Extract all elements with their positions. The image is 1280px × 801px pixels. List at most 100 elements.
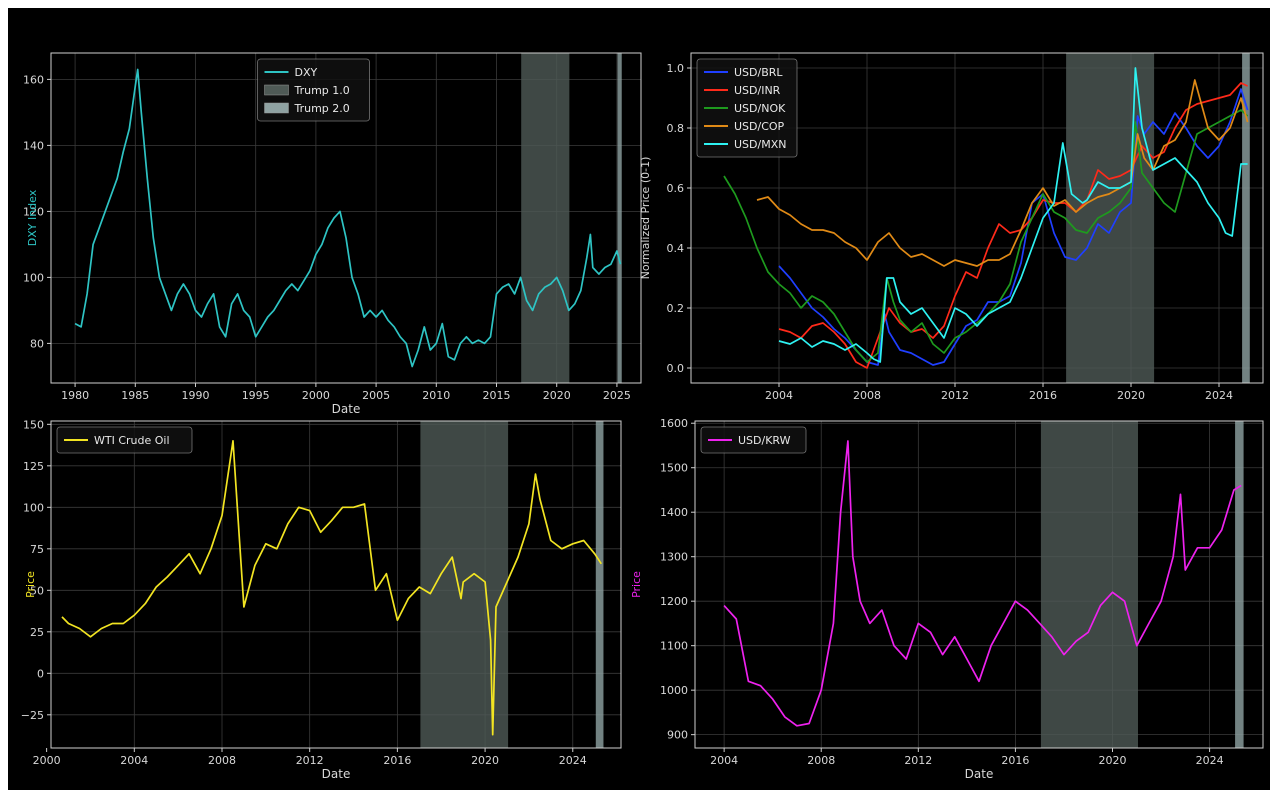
y-axis-label: Normalized Price (0-1)	[639, 157, 652, 280]
y-tick-label: 0.0	[667, 362, 685, 375]
y-tick-label: 1200	[660, 595, 688, 608]
y-tick-label: 160	[23, 73, 44, 86]
chart-wti: 2000 2004 2008 2012 2016 2020 2024 −25 0 25 50 75 10…	[21, 418, 622, 781]
shaded-region-trump-2-0	[1235, 421, 1244, 748]
figure-canvas: 1980 1985 1990 1995 2000 2005 2010 2015 2020 2025…	[8, 8, 1270, 790]
y-tick-label: 0.2	[667, 302, 685, 315]
x-axis-label: Date	[332, 402, 361, 416]
chart-dxy: 1980 1985 1990 1995 2000 2005 2010 2015 2020 2025…	[23, 52, 642, 416]
y-tick-label: 1300	[660, 551, 688, 564]
shaded-region-trump-1-0	[1066, 53, 1155, 383]
x-tick-label: 2024	[1205, 389, 1233, 402]
y-axis-label: DXY Index	[26, 189, 39, 246]
x-tick-label: 2012	[904, 754, 932, 767]
y-tick-label: 0.8	[667, 122, 685, 135]
x-tick-label: 1985	[121, 389, 149, 402]
shaded-region-trump-1-0	[1040, 421, 1138, 748]
x-tick-label: 2020	[471, 754, 499, 767]
legend-label: WTI Crude Oil	[94, 434, 170, 447]
y-tick-label: 900	[667, 729, 688, 742]
x-tick-label: 2020	[1117, 389, 1145, 402]
y-tick-label: 75	[30, 543, 44, 556]
y-tick-label: 125	[23, 460, 44, 473]
y-tick-label: 0.4	[667, 242, 685, 255]
x-tick-label: 2016	[1029, 389, 1057, 402]
y-tick-label: 1100	[660, 640, 688, 653]
y-tick-label: 0.6	[667, 182, 685, 195]
x-tick-label: 2008	[208, 754, 236, 767]
legend-box	[696, 58, 798, 158]
legend-label: USD/NOK	[734, 102, 786, 115]
x-tick-label: 2010	[422, 389, 450, 402]
y-tick-label: 100	[23, 271, 44, 284]
x-tick-label: 2025	[603, 389, 631, 402]
legend-swatch	[264, 102, 289, 114]
x-tick-label: 2004	[120, 754, 148, 767]
x-tick-label: 1980	[61, 389, 89, 402]
x-tick-label: 2015	[483, 389, 511, 402]
y-tick-label: 50	[30, 584, 44, 597]
y-tick-label: 1000	[660, 684, 688, 697]
x-tick-label: 2020	[1099, 754, 1127, 767]
legend-label: USD/MXN	[734, 138, 786, 151]
x-tick-label: 2000	[302, 389, 330, 402]
y-tick-label: 0	[37, 667, 44, 680]
series-line-dxy	[74, 68, 622, 368]
x-tick-label: 2008	[853, 389, 881, 402]
series-line-usd-cop	[756, 79, 1249, 267]
y-tick-label: 120	[23, 205, 44, 218]
x-axis-label: Date	[965, 767, 994, 781]
x-tick-label: 2005	[362, 389, 390, 402]
x-tick-label: 2000	[33, 754, 61, 767]
y-tick-label: −25	[21, 709, 44, 722]
x-tick-label: 2024	[1196, 754, 1224, 767]
legend-label: Trump 1.0	[294, 84, 350, 97]
x-tick-label: 2008	[807, 754, 835, 767]
legend: USD/KRW	[700, 426, 807, 454]
legend-label: USD/COP	[734, 120, 785, 133]
chart-krw: 2004 2008 2012 2016 2020 2024 900 1000 1100 1200 1…	[630, 417, 1264, 781]
x-axis-label: Date	[322, 767, 351, 781]
y-tick-label: 80	[30, 337, 44, 350]
legend-label: USD/INR	[734, 84, 781, 97]
legend: WTI Crude Oil	[56, 426, 193, 454]
legend-label: USD/KRW	[738, 434, 791, 447]
shaded-region-trump-1-0	[521, 53, 570, 383]
x-tick-label: 2004	[710, 754, 738, 767]
x-tick-label: 2012	[941, 389, 969, 402]
series-line-usd-nok	[723, 109, 1249, 363]
chart-em_fx: 2004 2008 2012 2016 2020 2024 0.0 0.2 0.4 0.6 0.8 1…	[639, 52, 1264, 402]
y-tick-label: 140	[23, 139, 44, 152]
shaded-region-trump-2-0	[595, 421, 604, 748]
legend-swatch	[264, 84, 289, 96]
x-tick-label: 2016	[383, 754, 411, 767]
series-line-usd-mxn	[778, 67, 1248, 363]
legend: DXY Trump 1.0 Trump 2.0	[257, 58, 370, 122]
legend-box	[56, 426, 193, 454]
y-tick-label: 1500	[660, 462, 688, 475]
shaded-region-trump-2-0	[1242, 53, 1250, 383]
series-line-usd-brl	[778, 88, 1249, 366]
axes-frame	[690, 52, 1264, 384]
y-axis-label: Price	[630, 571, 643, 598]
legend-label: Trump 2.0	[294, 102, 350, 115]
x-tick-label: 2020	[543, 389, 571, 402]
series-line-usd-inr	[778, 82, 1248, 369]
y-tick-label: 1600	[660, 417, 688, 430]
axes-frame	[50, 420, 622, 749]
x-tick-label: 2012	[296, 754, 324, 767]
series-line-usd-krw	[723, 440, 1242, 727]
legend-box	[700, 426, 807, 454]
series-line-wti-crude-oil	[61, 440, 603, 736]
x-tick-label: 2004	[765, 389, 793, 402]
legend-label: USD/BRL	[734, 66, 783, 79]
chart-figure: 1980 1985 1990 1995 2000 2005 2010 2015 2020 2025…	[21, 52, 1264, 781]
shaded-region-trump-1-0	[420, 421, 509, 748]
x-tick-label: 2016	[1001, 754, 1029, 767]
y-tick-label: 100	[23, 501, 44, 514]
x-tick-label: 2024	[559, 754, 587, 767]
x-tick-label: 1990	[181, 389, 209, 402]
axes-frame	[50, 52, 642, 384]
y-axis-label: Price	[24, 571, 37, 598]
y-tick-label: 150	[23, 418, 44, 431]
